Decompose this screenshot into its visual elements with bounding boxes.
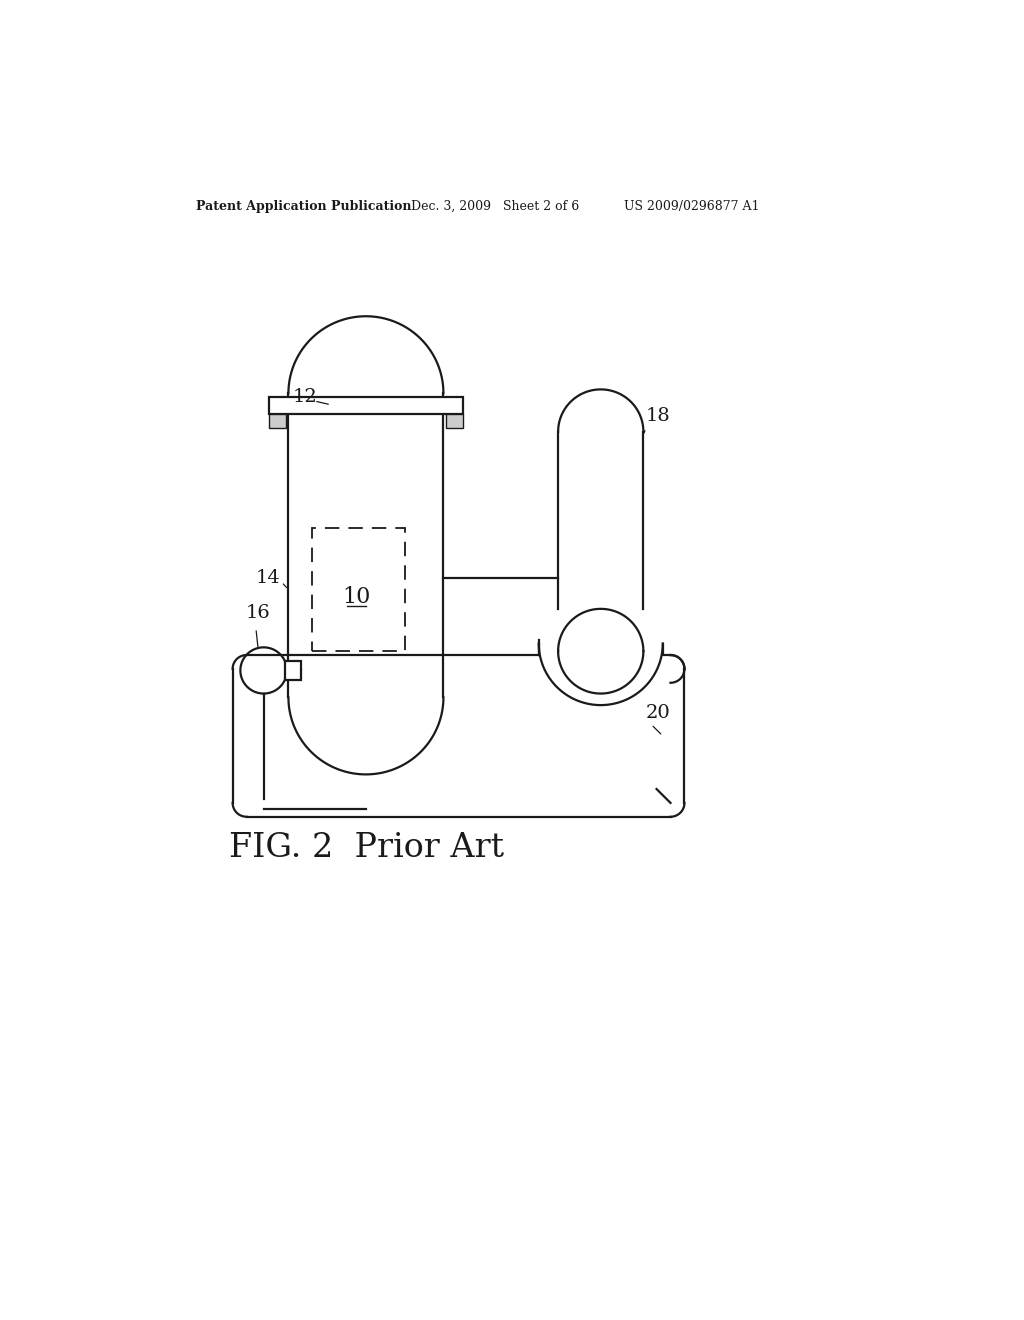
Text: 10: 10 xyxy=(342,586,371,609)
Text: Dec. 3, 2009   Sheet 2 of 6: Dec. 3, 2009 Sheet 2 of 6 xyxy=(411,199,580,213)
Bar xyxy=(269,397,463,414)
Bar xyxy=(445,414,463,428)
Text: 12: 12 xyxy=(293,388,317,407)
Text: Patent Application Publication: Patent Application Publication xyxy=(197,199,412,213)
Bar xyxy=(311,528,404,651)
Text: 16: 16 xyxy=(246,603,270,622)
Text: 14: 14 xyxy=(256,569,281,587)
Bar xyxy=(286,661,301,680)
Text: US 2009/0296877 A1: US 2009/0296877 A1 xyxy=(624,199,760,213)
Text: FIG. 2  Prior Art: FIG. 2 Prior Art xyxy=(228,832,504,863)
Text: 18: 18 xyxy=(646,408,671,425)
Bar xyxy=(269,414,286,428)
Text: 20: 20 xyxy=(646,704,671,722)
